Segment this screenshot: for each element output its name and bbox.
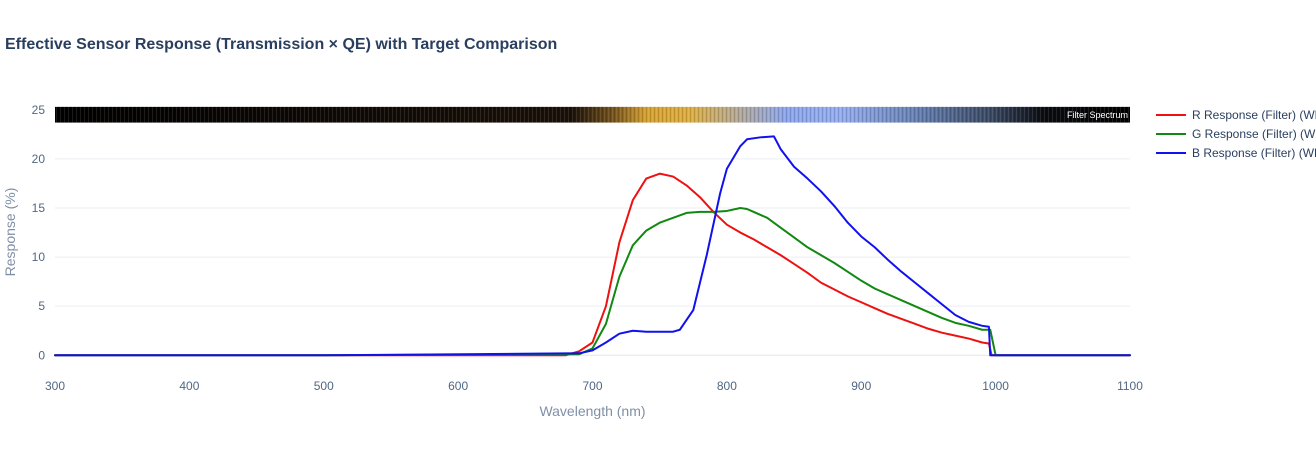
- spectrum-band-texture: [55, 106, 1130, 123]
- x-tick-label: 800: [717, 379, 737, 393]
- x-tick-label: 1100: [1117, 379, 1143, 393]
- y-axis-title: Response (%): [2, 188, 18, 277]
- y-tick-label: 10: [32, 250, 46, 264]
- grid-layer: [55, 109, 1130, 356]
- y-tick-label: 5: [38, 299, 45, 313]
- legend-label: R Response (Filter) (WB: [1192, 108, 1316, 122]
- legend-item[interactable]: G Response (Filter) (WB: [1156, 127, 1316, 141]
- x-tick-label: 900: [851, 379, 871, 393]
- x-tick-label: 700: [582, 379, 602, 393]
- x-axis-title: Wavelength (nm): [539, 403, 645, 419]
- series-layer: [54, 135, 1131, 357]
- spectrum-band-label: Filter Spectrum: [1067, 110, 1128, 120]
- y-tick-label: 20: [32, 152, 46, 166]
- y-tick-label: 15: [32, 201, 46, 215]
- x-tick-label: 500: [314, 379, 334, 393]
- legend-label: G Response (Filter) (WB: [1192, 127, 1316, 141]
- x-tick-label: 300: [45, 379, 65, 393]
- y-tick-label: 25: [32, 103, 46, 117]
- x-tick-label: 600: [448, 379, 468, 393]
- axis-layer: 0 5 10 15 20 25 300 400 500 600 700 800 900 1000 1100 W…: [2, 103, 1143, 419]
- spectrum-band-layer: Filter Spectrum: [55, 106, 1130, 123]
- chart-title: Effective Sensor Response (Transmission …: [5, 36, 558, 53]
- series-line-g: [54, 207, 1131, 357]
- y-tick-label: 0: [38, 348, 45, 362]
- legend-item[interactable]: R Response (Filter) (WB: [1156, 108, 1316, 122]
- x-tick-label: 1000: [982, 379, 1009, 393]
- series-line-r: [54, 172, 1131, 357]
- x-tick-label: 400: [179, 379, 199, 393]
- legend[interactable]: R Response (Filter) (WB G Response (Filte…: [1156, 108, 1316, 160]
- legend-item[interactable]: B Response (Filter) (WB: [1156, 146, 1316, 160]
- legend-label: B Response (Filter) (WB: [1192, 146, 1316, 160]
- series-line-b: [54, 135, 1131, 357]
